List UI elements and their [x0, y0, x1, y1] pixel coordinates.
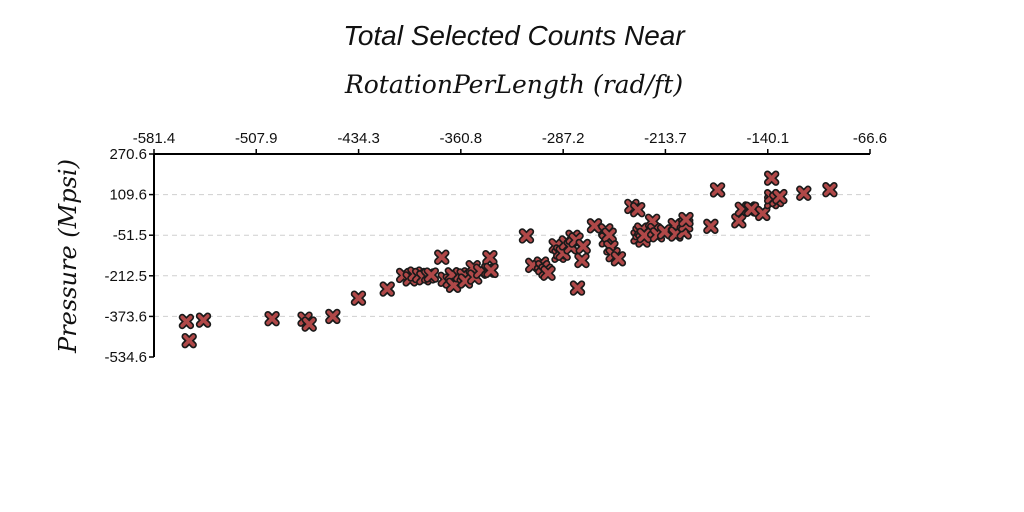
data-point	[763, 170, 780, 186]
data-point-fill	[484, 264, 497, 277]
data-point-fill	[575, 254, 588, 267]
data-point-fill	[603, 229, 616, 242]
data-point-fill	[823, 183, 836, 196]
y-tick-label: -51.5	[113, 227, 147, 244]
data-point	[601, 227, 617, 243]
y-tick-label: -373.6	[104, 308, 147, 325]
data-point	[483, 262, 499, 279]
axes	[153, 153, 870, 357]
data-point	[630, 202, 646, 218]
data-point-fill	[612, 252, 625, 265]
data-point	[678, 211, 694, 228]
x-tick-label: -66.6	[853, 130, 887, 147]
data-point-fill	[745, 203, 758, 216]
data-point	[822, 182, 838, 198]
data-point-fill	[435, 251, 448, 264]
data-point	[482, 249, 498, 266]
y-tick-label: 109.6	[109, 187, 147, 204]
data-point-fill	[704, 220, 717, 233]
data-point	[379, 281, 395, 297]
data-point-fill	[797, 187, 810, 200]
x-tick-label: -213.7	[644, 130, 687, 147]
y-tick-label: 270.6	[109, 146, 147, 163]
data-point	[656, 224, 673, 240]
x-tick-label: -507.9	[235, 130, 278, 147]
data-point	[703, 218, 719, 235]
data-point-fill	[483, 251, 496, 264]
data-point-fill	[638, 229, 651, 242]
data-point-fill	[303, 318, 316, 331]
data-point	[586, 218, 603, 234]
data-point-fill	[711, 183, 724, 196]
data-point-fill	[756, 207, 769, 220]
data-point-fill	[773, 190, 786, 203]
data-point	[796, 185, 812, 201]
data-point-fill	[381, 283, 394, 296]
data-point	[195, 312, 212, 328]
data-point	[743, 201, 760, 218]
chart-title: Total Selected Counts Near	[343, 20, 686, 51]
data-point	[574, 252, 590, 269]
data-point	[540, 265, 556, 281]
data-point	[636, 227, 652, 244]
data-point	[772, 188, 788, 205]
data-points	[178, 170, 838, 349]
data-point	[264, 311, 280, 327]
data-point-fill	[679, 213, 692, 226]
data-point-fill	[571, 282, 584, 295]
x-tick-label: -287.2	[542, 130, 585, 147]
data-point-fill	[425, 269, 438, 282]
y-tick-label: -534.6	[104, 349, 147, 366]
data-point	[178, 313, 195, 330]
x-tick-label: -360.8	[440, 130, 483, 147]
data-point	[350, 290, 367, 306]
data-point	[709, 182, 726, 198]
data-point	[445, 277, 462, 293]
data-point	[518, 228, 535, 244]
y-tick-label: -212.5	[104, 268, 147, 285]
data-point-fill	[732, 214, 745, 227]
data-point	[434, 249, 450, 265]
data-point	[301, 316, 317, 332]
data-point-fill	[197, 314, 210, 327]
x-ticks: -581.4 -507.9 -434.3 -360.8 -287.2 -213.7 -140…	[133, 130, 887, 154]
data-point	[423, 267, 440, 283]
data-point-fill	[266, 312, 279, 325]
data-point	[325, 308, 341, 325]
data-point-fill	[542, 267, 555, 280]
x-tick-label: -581.4	[133, 130, 176, 147]
data-point	[575, 238, 591, 255]
data-point-fill	[631, 203, 644, 216]
data-point	[755, 205, 771, 222]
data-point-fill	[180, 315, 193, 328]
data-point-fill	[588, 219, 601, 232]
data-point-fill	[658, 225, 671, 238]
data-point-fill	[765, 172, 778, 185]
data-point	[569, 280, 586, 296]
y-axis-label: Pressure (Mpsi)	[54, 159, 82, 354]
data-point-fill	[577, 240, 590, 253]
data-point-fill	[520, 229, 533, 242]
data-point-fill	[352, 292, 365, 305]
data-point	[610, 251, 627, 267]
y-ticks: 270.6 109.6 -51.5 -212.5 -373.6 -534.6	[104, 146, 154, 366]
data-point	[181, 332, 197, 349]
chart-subtitle: RotationPerLength (rad/ft)	[344, 70, 683, 99]
data-point-fill	[183, 334, 196, 347]
x-tick-label: -434.3	[337, 130, 380, 147]
data-point	[731, 213, 747, 229]
x-tick-label: -140.1	[747, 130, 790, 147]
data-point-fill	[326, 310, 339, 323]
